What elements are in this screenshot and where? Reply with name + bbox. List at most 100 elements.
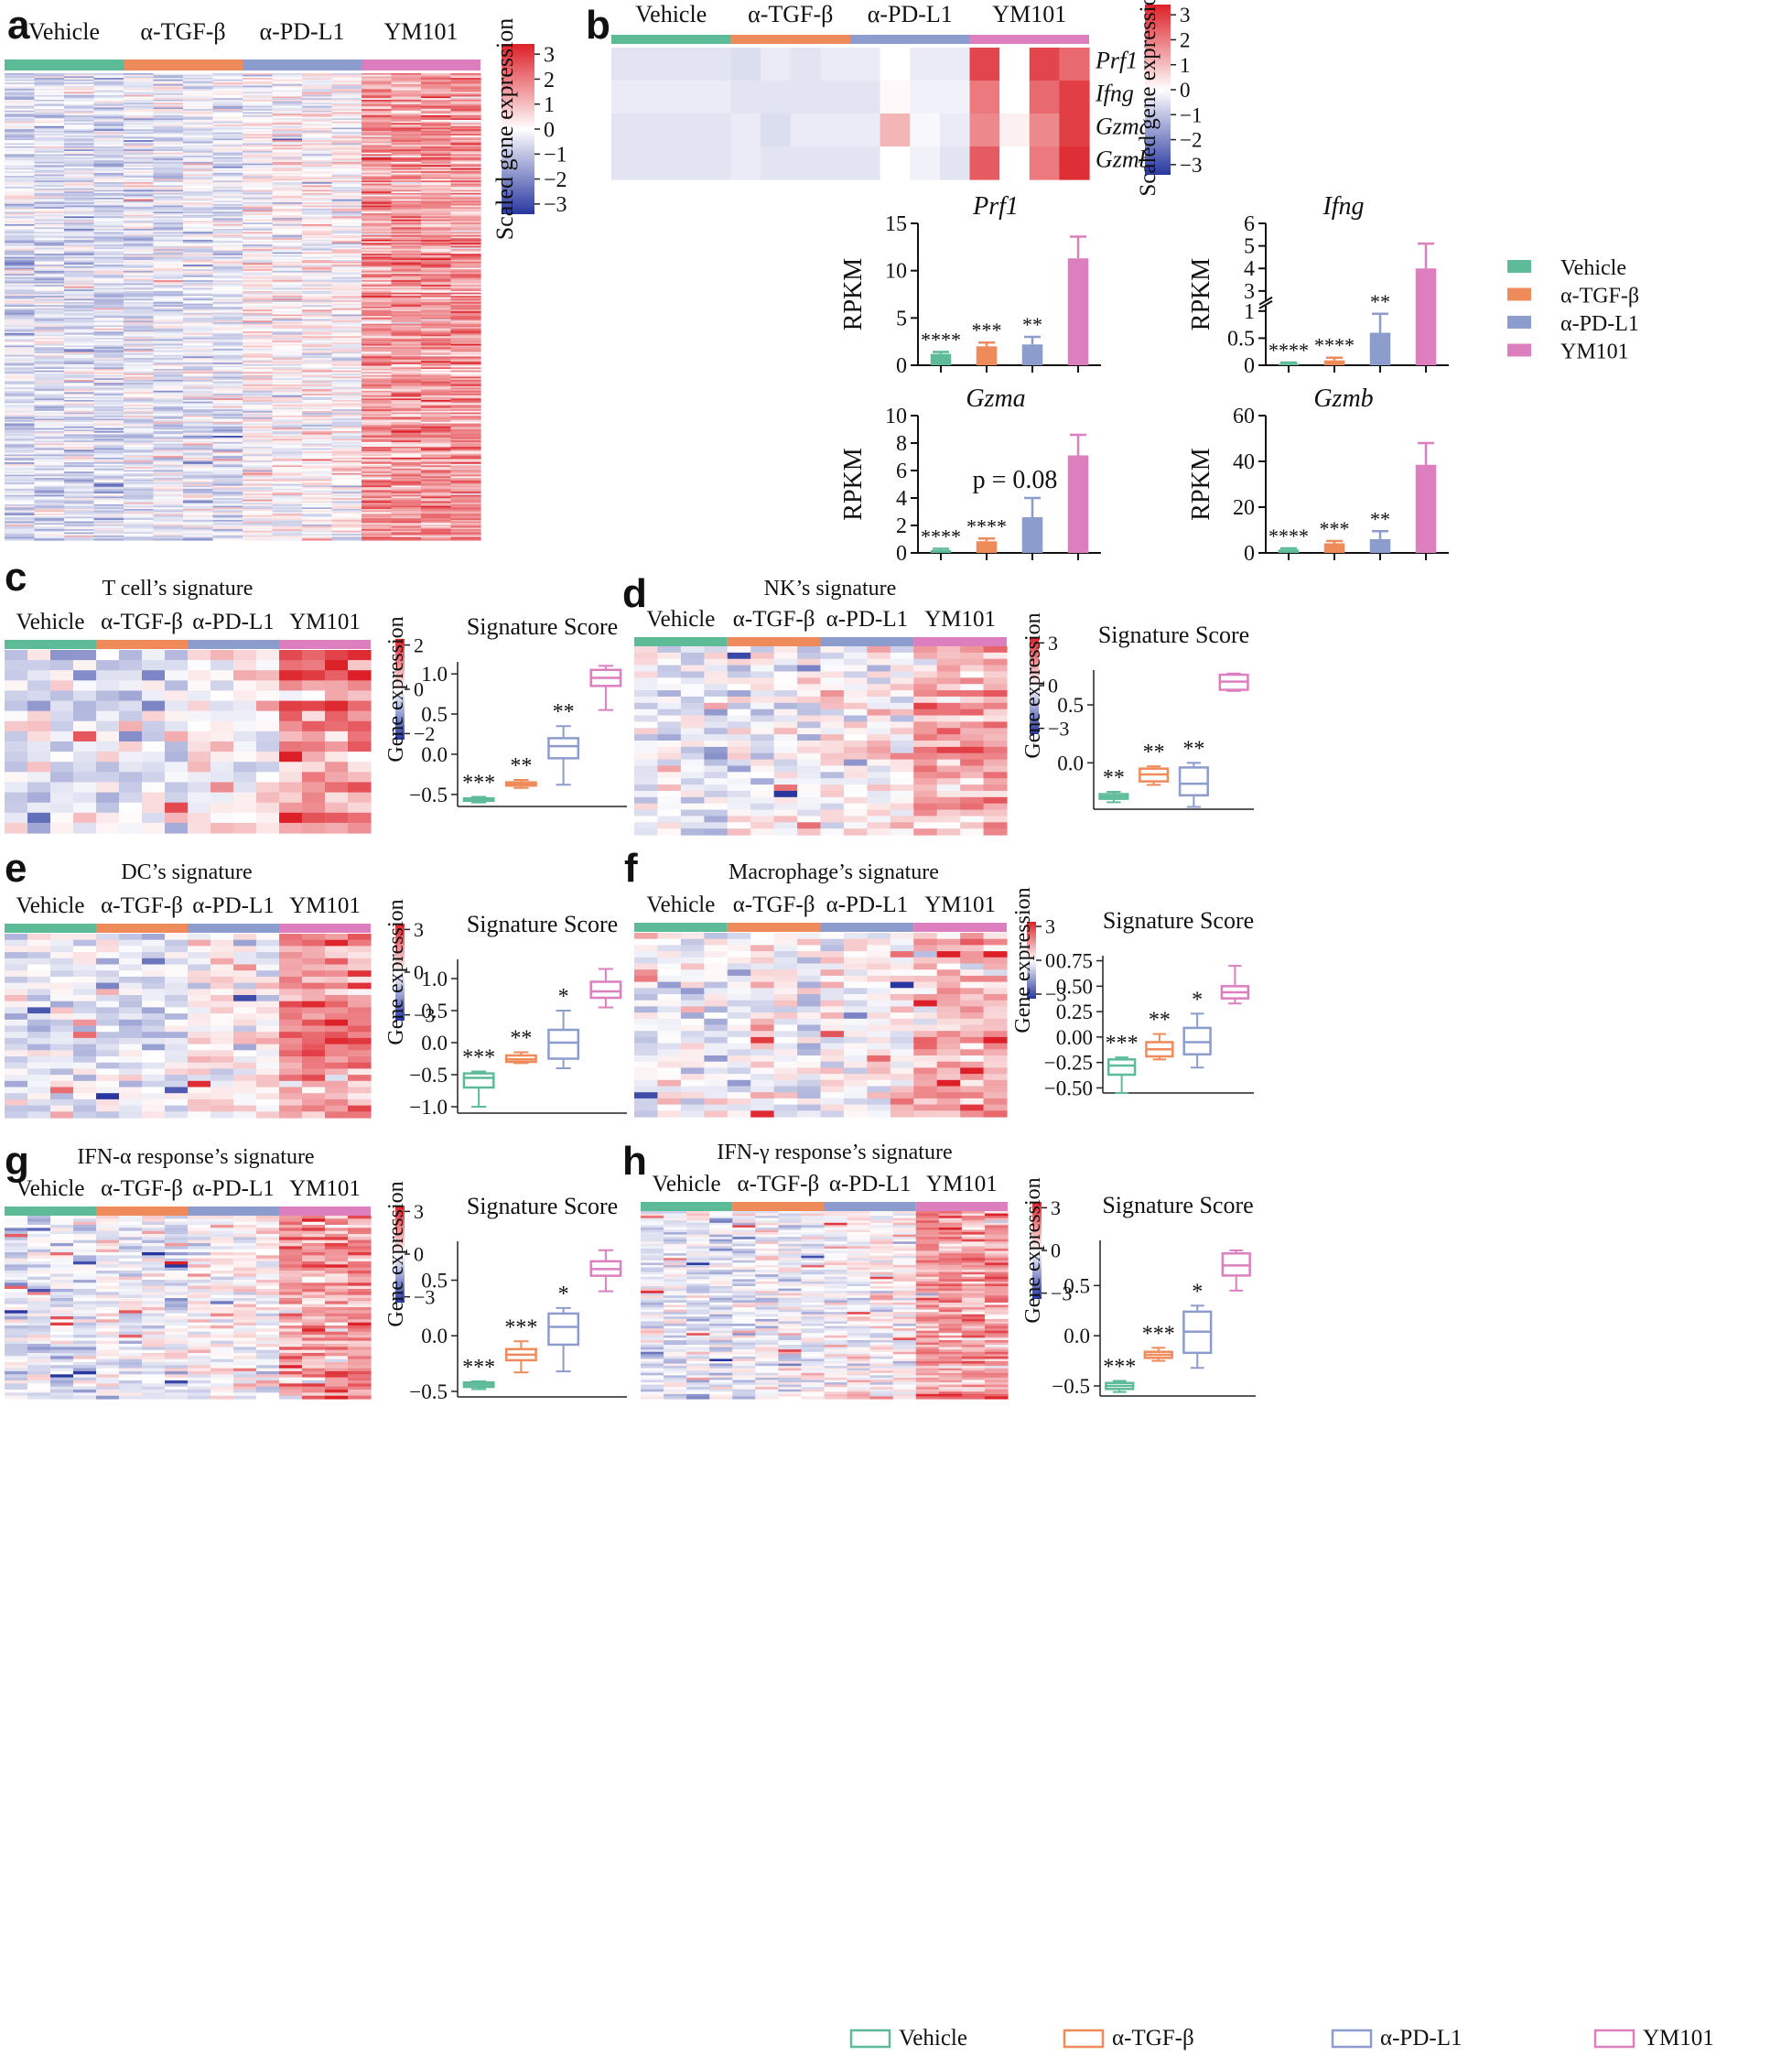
heatmap-cell xyxy=(5,538,36,541)
heatmap-cell xyxy=(362,205,393,208)
heatmap-cell xyxy=(421,387,452,390)
heatmap-cell xyxy=(243,208,274,211)
heatmap-cell xyxy=(64,535,95,538)
heatmap-cell xyxy=(391,145,422,147)
heatmap-cell xyxy=(212,168,243,170)
heatmap-cell xyxy=(34,254,65,256)
heatmap-cell xyxy=(34,474,65,477)
heatmap-cell xyxy=(421,417,452,419)
heatmap-cell xyxy=(450,427,481,430)
heatmap-cell xyxy=(64,460,95,463)
heatmap-cell xyxy=(93,410,124,414)
heatmap-cell xyxy=(450,90,481,92)
heatmap-cell xyxy=(64,367,95,370)
heatmap-cell xyxy=(34,199,65,201)
heatmap-cell xyxy=(153,238,184,241)
heatmap-cell xyxy=(362,99,393,103)
heatmap-cell xyxy=(391,241,422,243)
heatmap-cell xyxy=(5,434,36,437)
heatmap-cell xyxy=(302,238,333,241)
heatmap-cell xyxy=(331,260,362,263)
heatmap-cell xyxy=(183,507,214,510)
heatmap-cell xyxy=(5,140,36,143)
heatmap-cell xyxy=(272,331,303,334)
heatmap-cell xyxy=(450,338,481,341)
heatmap-cell xyxy=(362,78,393,81)
heatmap-cell xyxy=(243,249,274,252)
heatmap-cell xyxy=(212,338,243,341)
heatmap-cell xyxy=(450,98,481,101)
heatmap-cell xyxy=(124,409,155,412)
heatmap-cell xyxy=(331,143,362,146)
y-tick-label: 3 xyxy=(1244,280,1255,304)
heatmap-cell xyxy=(331,79,362,82)
heatmap-cell xyxy=(272,394,303,396)
heatmap-cell xyxy=(450,168,481,170)
heatmap-cell xyxy=(183,319,214,321)
heatmap-cell xyxy=(302,448,333,450)
heatmap-cell xyxy=(34,514,65,518)
heatmap-cell xyxy=(183,421,214,425)
heatmap-cell xyxy=(212,187,243,189)
heatmap-cell xyxy=(243,93,274,96)
heatmap-cell xyxy=(302,339,333,341)
heatmap-cell xyxy=(93,467,124,470)
heatmap-cell xyxy=(331,136,362,139)
heatmap-cell xyxy=(5,418,36,421)
heatmap-cell xyxy=(153,205,184,208)
heatmap-cell xyxy=(5,300,36,303)
heatmap-cell xyxy=(124,208,155,211)
heatmap-cell xyxy=(391,519,422,523)
heatmap-cell xyxy=(212,418,243,421)
heatmap-cell xyxy=(730,81,761,114)
significance-label: ** xyxy=(1370,290,1390,313)
heatmap-cell xyxy=(362,325,393,328)
heatmap-a xyxy=(5,73,481,541)
heatmap-cell xyxy=(362,499,393,503)
heatmap-cell xyxy=(124,421,155,425)
heatmap-cell xyxy=(64,145,95,147)
heatmap-cell xyxy=(331,323,362,326)
heatmap-cell xyxy=(34,490,65,492)
heatmap-cell xyxy=(93,261,124,264)
heatmap-cell xyxy=(34,276,65,279)
heatmap-cell xyxy=(243,287,274,290)
heatmap-cell xyxy=(212,474,243,477)
heatmap-cell xyxy=(93,239,124,243)
heatmap-cell xyxy=(272,426,303,429)
heatmap-cell xyxy=(243,482,274,485)
heatmap-cell xyxy=(212,260,243,263)
heatmap-cell xyxy=(421,132,452,135)
heatmap-cell xyxy=(64,319,95,321)
heatmap-cell xyxy=(243,171,274,174)
heatmap-cell xyxy=(124,354,155,357)
heatmap-cell xyxy=(391,129,422,132)
heatmap-cell xyxy=(5,426,36,429)
heatmap-cell xyxy=(124,451,155,454)
heatmap-cell xyxy=(153,189,184,192)
heatmap-cell xyxy=(450,322,481,325)
heatmap-cell xyxy=(93,345,124,348)
heatmap-cell xyxy=(93,407,124,410)
heatmap-cell xyxy=(34,381,65,384)
heatmap-cell xyxy=(64,523,95,525)
heatmap-cell xyxy=(93,227,124,230)
heatmap-cell xyxy=(302,492,333,494)
heatmap-cell xyxy=(212,479,243,482)
heatmap-cell xyxy=(64,74,95,77)
heatmap-cell xyxy=(183,443,214,446)
heatmap-cell xyxy=(212,385,243,388)
heatmap-cell xyxy=(421,303,452,306)
heatmap-cell xyxy=(362,104,393,107)
heatmap-cell xyxy=(5,194,36,197)
heatmap-cell xyxy=(362,311,393,314)
heatmap-cell xyxy=(93,104,124,107)
heatmap-cell xyxy=(391,387,422,390)
heatmap-cell xyxy=(64,440,95,443)
heatmap-cell xyxy=(450,414,481,417)
heatmap-cell xyxy=(391,353,422,356)
heatmap-cell xyxy=(93,136,124,139)
heatmap-cell xyxy=(212,196,243,199)
heatmap-cell xyxy=(391,457,422,460)
heatmap-cell xyxy=(391,123,422,125)
